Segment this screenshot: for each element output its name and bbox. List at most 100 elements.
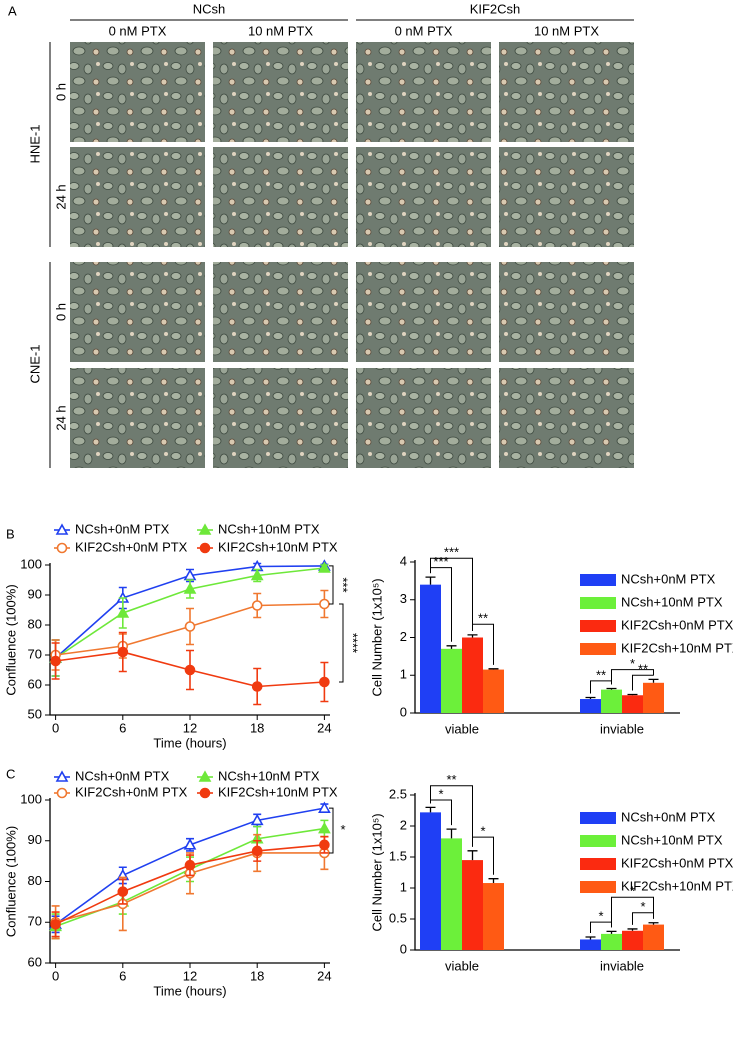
bar: [462, 860, 483, 950]
bar: [622, 695, 643, 713]
marker: [251, 600, 263, 611]
error-bar: [425, 806, 436, 813]
marker: [184, 621, 196, 632]
error-bar: [648, 678, 659, 683]
marker: [319, 839, 330, 851]
x-axis-label: Time (hours): [153, 983, 226, 998]
marker: [251, 845, 263, 857]
y-tick-label: 4: [400, 553, 407, 568]
bar: [462, 637, 483, 713]
marker: [318, 821, 331, 834]
legend-label: NCsh+10nM PTX: [621, 832, 723, 847]
marker: [184, 664, 196, 676]
x-tick-label: 0: [52, 968, 59, 983]
row-label: 0 h: [53, 303, 68, 321]
row-group-label: CNE-1: [27, 344, 42, 383]
marker: [318, 561, 331, 573]
error-bar: [585, 936, 596, 940]
marker: [319, 598, 330, 610]
x-axis-label: Time (hours): [153, 735, 226, 750]
micrograph: [213, 262, 348, 362]
micrograph: [70, 147, 205, 247]
y-tick-label: 2: [400, 629, 407, 644]
micrograph: [356, 42, 491, 142]
legend-label: KIF2Csh+0nM PTX: [621, 855, 733, 870]
micrograph: [356, 147, 491, 247]
legend-label: NCsh+10nM PTX: [621, 594, 723, 609]
legend-label: KIF2Csh+10nM PTX: [621, 640, 733, 655]
error-bar: [488, 668, 499, 670]
y-tick-label: 50: [28, 706, 42, 721]
y-tick-label: 1: [400, 667, 407, 682]
panel-label: A: [8, 3, 17, 18]
y-tick-label: 70: [28, 914, 42, 929]
significance-bracket: [472, 836, 494, 875]
marker: [199, 787, 211, 799]
row-label: 24 h: [53, 405, 68, 430]
bar: [483, 669, 504, 713]
x-tick-label: 6: [119, 968, 126, 983]
group-label: KIF2Csh: [470, 1, 521, 16]
marker: [198, 523, 212, 535]
significance-label: **: [596, 667, 606, 682]
y-tick-label: 2.5: [389, 786, 407, 801]
significance-label: **: [446, 772, 456, 787]
bar: [580, 699, 601, 713]
legend-label: NCsh+10nM PTX: [218, 768, 320, 783]
micrograph: [70, 262, 205, 362]
significance-bracket: [632, 912, 654, 925]
marker: [250, 568, 264, 581]
marker: [198, 770, 212, 782]
bar: [441, 838, 462, 950]
significance-bracket: [430, 785, 473, 847]
column-label: 0 nM PTX: [109, 23, 167, 38]
row-label: 24 h: [53, 184, 68, 209]
bar: [601, 933, 622, 950]
x-tick-label: 18: [250, 720, 264, 735]
y-tick-label: 3: [400, 591, 407, 606]
significance-label: ****: [346, 633, 361, 653]
legend-swatch: [580, 620, 616, 632]
legend-swatch: [580, 574, 616, 586]
y-axis-label: Confluence (100%): [3, 826, 18, 937]
bar: [483, 883, 504, 950]
micrograph: [499, 147, 634, 247]
micrograph: [356, 262, 491, 362]
x-tick-label: 24: [317, 720, 331, 735]
micrograph: [356, 368, 491, 468]
y-tick-label: 70: [28, 646, 42, 661]
error-bar: [627, 693, 638, 696]
significance-bracket: [430, 557, 473, 631]
legend-label: NCsh+0nM PTX: [75, 768, 170, 783]
y-tick-label: 60: [28, 676, 42, 691]
legend-label: KIF2Csh+0nM PTX: [75, 784, 188, 799]
legend-label: KIF2Csh+10nM PTX: [621, 878, 733, 893]
x-tick-label: inviable: [600, 958, 644, 973]
micrograph: [213, 42, 348, 142]
micrograph: [499, 262, 634, 362]
y-tick-label: 90: [28, 586, 42, 601]
x-tick-label: 12: [183, 720, 197, 735]
error-bar: [648, 922, 659, 925]
legend-label: NCsh+0nM PTX: [621, 809, 716, 824]
legend-swatch: [580, 812, 616, 824]
y-tick-label: 1.5: [389, 848, 407, 863]
significance-label: **: [478, 611, 488, 626]
y-tick-label: 80: [28, 873, 42, 888]
bar: [420, 812, 441, 950]
significance-bracket: [632, 674, 654, 691]
marker: [56, 787, 68, 799]
error-bar: [606, 687, 617, 690]
y-axis-label: Cell Number (1x10⁵): [369, 578, 384, 696]
error-bar: [606, 930, 617, 934]
y-axis-label: Cell Number (1x10⁵): [369, 813, 384, 931]
error-bar: [467, 634, 478, 638]
legend-label: NCsh+10nM PTX: [218, 521, 320, 536]
legend-label: NCsh+0nM PTX: [75, 521, 170, 536]
error-bar: [627, 928, 638, 931]
micrograph: [213, 368, 348, 468]
micrograph: [499, 42, 634, 142]
bar: [643, 682, 664, 713]
legend-swatch: [580, 597, 616, 609]
panel-label: C: [6, 766, 15, 781]
